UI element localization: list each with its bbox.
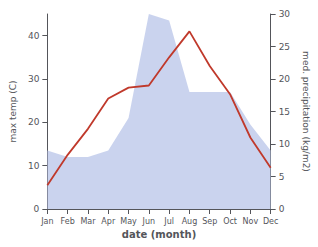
svg-text:15: 15: [279, 107, 290, 117]
svg-text:30: 30: [28, 74, 40, 84]
svg-text:Nov: Nov: [243, 217, 259, 226]
svg-text:40: 40: [28, 31, 40, 41]
svg-text:Sep: Sep: [202, 217, 217, 226]
svg-text:Dec: Dec: [263, 217, 278, 226]
svg-text:date (month): date (month): [122, 229, 196, 240]
svg-text:5: 5: [279, 172, 285, 182]
svg-text:May: May: [120, 217, 137, 226]
svg-text:Jun: Jun: [142, 217, 156, 226]
svg-text:Feb: Feb: [61, 217, 75, 226]
svg-text:med. precipitation (kg/m2): med. precipitation (kg/m2): [301, 51, 311, 172]
svg-text:30: 30: [279, 9, 291, 19]
svg-text:Mar: Mar: [80, 217, 96, 226]
svg-text:25: 25: [279, 42, 290, 52]
svg-text:10: 10: [279, 139, 291, 149]
svg-text:Aug: Aug: [182, 217, 198, 226]
svg-text:Oct: Oct: [223, 217, 237, 226]
svg-text:0: 0: [279, 204, 285, 214]
svg-text:Jan: Jan: [40, 217, 53, 226]
svg-text:0: 0: [34, 204, 40, 214]
svg-text:Jul: Jul: [163, 217, 174, 226]
svg-text:20: 20: [28, 117, 40, 127]
svg-text:20: 20: [279, 74, 291, 84]
svg-text:Apr: Apr: [101, 217, 116, 226]
svg-text:max temp (C): max temp (C): [8, 80, 18, 142]
svg-text:10: 10: [28, 161, 40, 171]
